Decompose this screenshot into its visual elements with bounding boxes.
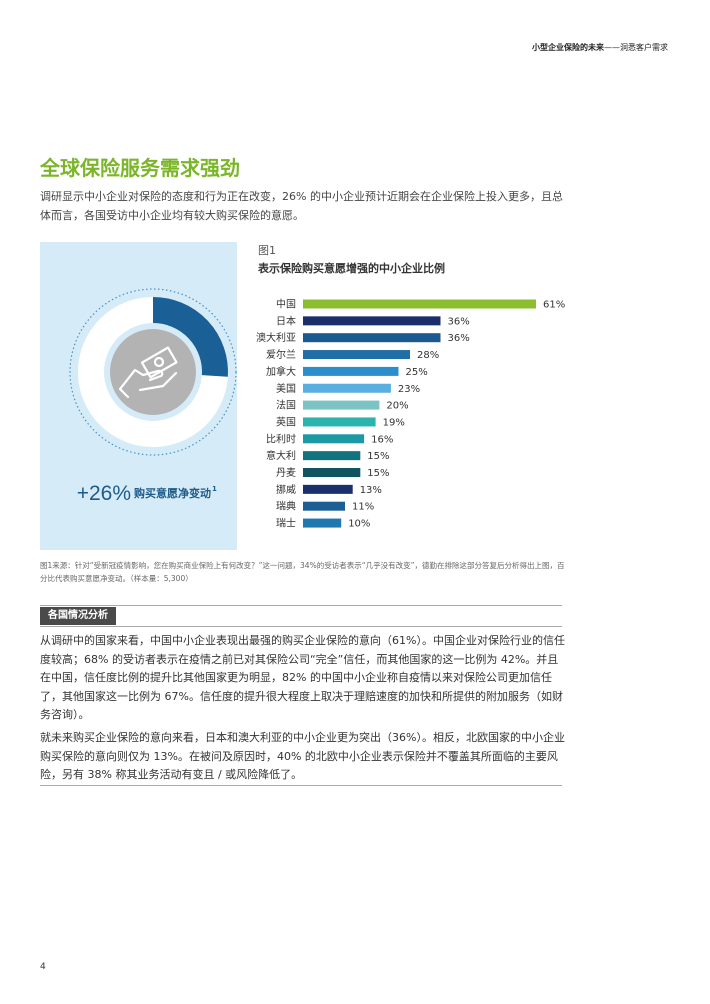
value-label: 20% (386, 401, 408, 412)
category-label: 中国 (276, 298, 296, 311)
bar (303, 333, 441, 343)
ring-fill (152, 297, 228, 377)
category-label: 爱尔兰 (266, 348, 296, 361)
bar (303, 366, 399, 376)
bar (303, 316, 441, 326)
value-label: 36% (448, 316, 470, 327)
category-label: 美国 (276, 382, 296, 395)
value-label: 15% (367, 451, 389, 462)
report-title: 小型企业保险的未来 (532, 43, 604, 52)
figure-label: 图1 (258, 244, 276, 257)
value-label: 10% (348, 519, 370, 530)
value-label: 23% (398, 384, 420, 395)
bar (303, 350, 410, 360)
analysis-paragraph-1: 从调研中的国家来看，中国中小企业表现出最强的购买企业保险的意向（61%）。中国企… (40, 634, 565, 721)
bar (303, 501, 345, 511)
net-change-footnote-marker: 1 (212, 485, 217, 493)
infographic-panel: +26% 购买意愿净变动 1 (40, 242, 237, 550)
net-change-caption: 购买意愿净变动 (134, 486, 211, 500)
value-label: 11% (352, 502, 374, 513)
bar (303, 400, 380, 410)
value-label: 15% (367, 468, 389, 479)
category-label: 比利时 (266, 433, 296, 445)
bar (303, 451, 361, 461)
bar (303, 299, 536, 309)
figure-title: 表示保险购买意愿增强的中小企业比例 (258, 262, 445, 275)
net-change-ring: +26% 购买意愿净变动 1 (69, 288, 237, 505)
category-label: 加拿大 (266, 365, 296, 378)
bar (303, 518, 342, 528)
value-label: 19% (383, 417, 405, 428)
category-label: 瑞士 (276, 517, 296, 530)
analysis-section-band: 各国情况分析 (40, 605, 562, 627)
figure-source-note: 图1来源：针对“受新冠疫情影响，您在购买商业保险上有何改变？”这一问题，34%的… (40, 561, 565, 583)
section-title: 全球保险服务需求强劲 (40, 156, 240, 180)
value-label: 61% (543, 300, 565, 311)
bar (303, 484, 353, 494)
category-label: 意大利 (266, 449, 296, 462)
net-change-value: +26% (77, 482, 131, 505)
running-header: 小型企业保险的未来——洞悉客户需求 (400, 42, 668, 53)
value-label: 36% (448, 333, 470, 344)
category-label: 英国 (276, 415, 296, 428)
hand-with-banknote-icon (118, 346, 178, 399)
analysis-paragraph-2: 就未来购买企业保险的意向来看，日本和澳大利亚的中小企业更为突出（36%）。相反，… (40, 731, 565, 781)
value-label: 28% (417, 350, 439, 361)
bar (303, 417, 376, 427)
value-label: 13% (360, 485, 382, 496)
category-label: 丹麦 (276, 467, 296, 479)
value-label: 16% (371, 434, 393, 445)
analysis-section-label: 各国情况分析 (40, 607, 116, 625)
intro-paragraph: 调研显示中小企业对保险的态度和行为正在改变，26% 的中小企业预计近期会在企业保… (40, 190, 563, 222)
page-number: 4 (40, 962, 46, 972)
category-label: 挪威 (276, 483, 296, 496)
dotted-outer-ring (69, 288, 237, 456)
country-bar-chart: 中国 61% 日本 36% 澳大利亚 36% 爱尔兰 28% 加拿大 25% 美国 23% 法国 20% 英… (256, 298, 565, 530)
bar (303, 468, 361, 477)
bar (303, 434, 365, 444)
category-label: 日本 (276, 314, 296, 327)
header-dash: —— (604, 43, 620, 52)
category-label: 澳大利亚 (256, 331, 296, 344)
section-bottom-rule (40, 785, 562, 786)
category-label: 瑞典 (276, 500, 296, 513)
report-subtitle: 洞悉客户需求 (620, 43, 668, 52)
category-label: 法国 (276, 399, 296, 412)
bar (303, 383, 391, 393)
value-label: 25% (406, 367, 428, 378)
